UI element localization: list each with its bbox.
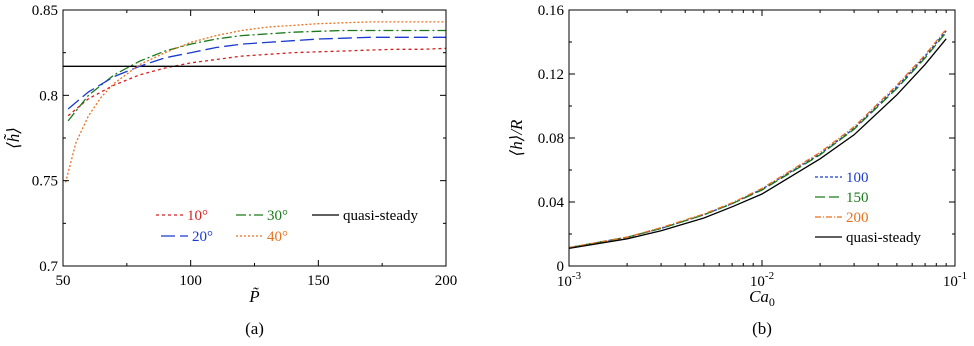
chart-b-series-quasi-steady bbox=[568, 38, 947, 250]
chart-b-ytick-label: 0.04 bbox=[538, 195, 565, 211]
legend-b-label-100: 100 bbox=[846, 170, 869, 186]
chart-a-xlabel: P̃ bbox=[248, 287, 259, 306]
chart-a-xtick-label: 200 bbox=[435, 273, 458, 289]
chart-b-series-150 bbox=[568, 31, 947, 249]
legend-a-label-40: 40° bbox=[267, 229, 288, 245]
chart-b-xtick-base: 10 bbox=[557, 274, 572, 290]
chart-b-ytick-label: 0.16 bbox=[538, 3, 565, 19]
chart-b-series-group bbox=[568, 28, 947, 250]
chart-a-series-40 bbox=[64, 21, 446, 183]
chart-a-legend: 10° 30° quasi-steady 20° 40° bbox=[156, 208, 418, 245]
chart-b-legend: 100 150 200 quasi-steady bbox=[815, 170, 921, 246]
chart-a-ticks: 50 100 150 200 0.7 0.75 0.8 0.85 bbox=[32, 3, 458, 289]
legend-b-label-quasi: quasi-steady bbox=[846, 230, 921, 246]
chart-a-ytick-label: 0.75 bbox=[32, 174, 58, 190]
chart-a-series-10 bbox=[67, 47, 447, 117]
chart-a-series-30 bbox=[67, 29, 446, 122]
chart-a-series-group bbox=[63, 21, 447, 183]
chart-a: 50 100 150 200 0.7 0.75 0.8 0.85 P̃ ⟨h̃⟩ (a) 10… bbox=[4, 3, 457, 338]
chart-b-ylabel: ⟨h⟩/R bbox=[507, 119, 526, 156]
legend-b-label-200: 200 bbox=[846, 210, 869, 226]
chart-b-xtick-label: 10-1 bbox=[943, 270, 967, 290]
chart-b-xtick-exp: -2 bbox=[765, 270, 774, 282]
chart-a-ylabel: ⟨h̃⟩ bbox=[4, 127, 23, 149]
chart-a-ytick-label: 0.85 bbox=[32, 3, 58, 19]
chart-a-xtick-label: 50 bbox=[56, 273, 71, 289]
chart-b-plot-frame bbox=[568, 9, 956, 267]
legend-a-label-10: 10° bbox=[187, 208, 208, 224]
chart-b-ytick-label: 0.12 bbox=[538, 67, 564, 83]
chart-a-ytick-label: 0.8 bbox=[39, 88, 58, 104]
legend-a-label-30: 30° bbox=[267, 208, 288, 224]
legend-a-label-quasi: quasi-steady bbox=[343, 208, 418, 224]
legend-b-label-150: 150 bbox=[846, 190, 869, 206]
chart-a-xtick-label: 150 bbox=[307, 273, 330, 289]
chart-b: 10-3 10-2 10-100.040.080.120.16 Ca0 ⟨h⟩/R … bbox=[507, 3, 967, 338]
chart-b-series-100 bbox=[568, 30, 947, 249]
legend-a-label-20: 20° bbox=[192, 229, 213, 245]
chart-a-plot-frame bbox=[62, 9, 447, 267]
chart-a-caption: (a) bbox=[245, 319, 264, 338]
chart-b-xtick-exp: -1 bbox=[958, 270, 967, 282]
chart-a-ytick-label: 0.7 bbox=[39, 259, 58, 275]
chart-b-xtick-base: 10 bbox=[750, 274, 765, 290]
chart-b-ticks: 10-3 10-2 10-100.040.080.120.16 bbox=[538, 3, 967, 290]
chart-b-xtick-exp: -3 bbox=[572, 270, 582, 282]
chart-b-xlabel: Ca0 bbox=[749, 287, 775, 309]
chart-b-caption: (b) bbox=[752, 319, 772, 338]
chart-b-ytick-label: 0.08 bbox=[538, 131, 564, 147]
chart-a-xtick-label: 100 bbox=[179, 273, 202, 289]
chart-b-xtick-base: 10 bbox=[943, 274, 958, 290]
chart-a-series-20 bbox=[67, 36, 446, 110]
chart-b-xlabel-sub: 0 bbox=[769, 295, 775, 309]
chart-b-ytick-label: 0 bbox=[557, 259, 565, 275]
chart-b-xtick-label: 10-2 bbox=[750, 270, 774, 290]
chart-b-xtick-label: 10-3 bbox=[557, 270, 582, 290]
chart-b-series-200 bbox=[568, 28, 947, 249]
chart-b-xlabel-main: Ca bbox=[749, 287, 769, 306]
